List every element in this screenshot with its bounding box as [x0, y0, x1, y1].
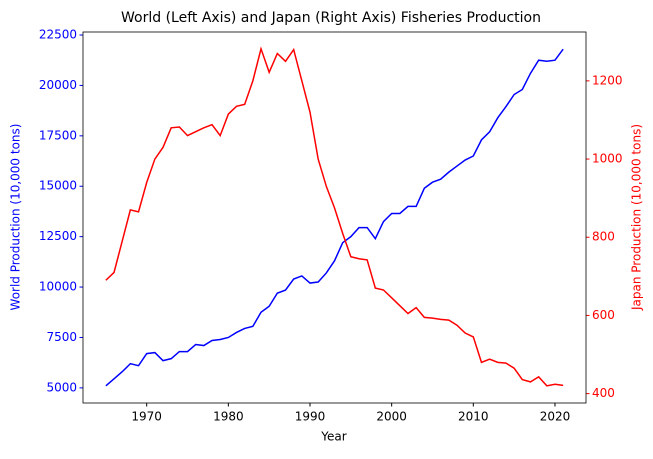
plot-frame: [82, 31, 587, 404]
x-tick-label: 1980: [213, 410, 244, 424]
y2-tick-label: 1200: [592, 73, 623, 87]
y2-tick-label: 600: [592, 308, 615, 322]
data-line: [105, 48, 564, 387]
x-axis-label: Year: [320, 430, 346, 444]
y2-axis-label: Japan Production (10,000 tons): [630, 124, 644, 311]
x-tick-label: 2000: [376, 410, 407, 424]
x-tick-label: 1970: [131, 410, 162, 424]
x-tick-label: 2020: [540, 410, 571, 424]
x-tick-label: 2010: [458, 410, 489, 424]
y-tick-label: 12500: [39, 229, 77, 243]
y-tick-label: 17500: [39, 128, 77, 142]
y-tick-label: 7500: [46, 330, 77, 344]
y-tick-label: 5000: [46, 380, 77, 394]
y-tick-label: 15000: [39, 179, 77, 193]
y-tick-label: 22500: [39, 28, 77, 42]
y2-tick-label: 800: [592, 230, 615, 244]
y2-tick-label: 400: [592, 386, 615, 400]
chart-title: World (Left Axis) and Japan (Right Axis)…: [121, 10, 541, 26]
y-tick-label: 20000: [39, 78, 77, 92]
data-line: [105, 46, 564, 387]
y2-tick-label: 1000: [592, 152, 623, 166]
y-axis-label: World Production (10,000 tons): [9, 124, 23, 311]
x-tick-label: 1990: [295, 410, 326, 424]
y-tick-label: 10000: [39, 280, 77, 294]
